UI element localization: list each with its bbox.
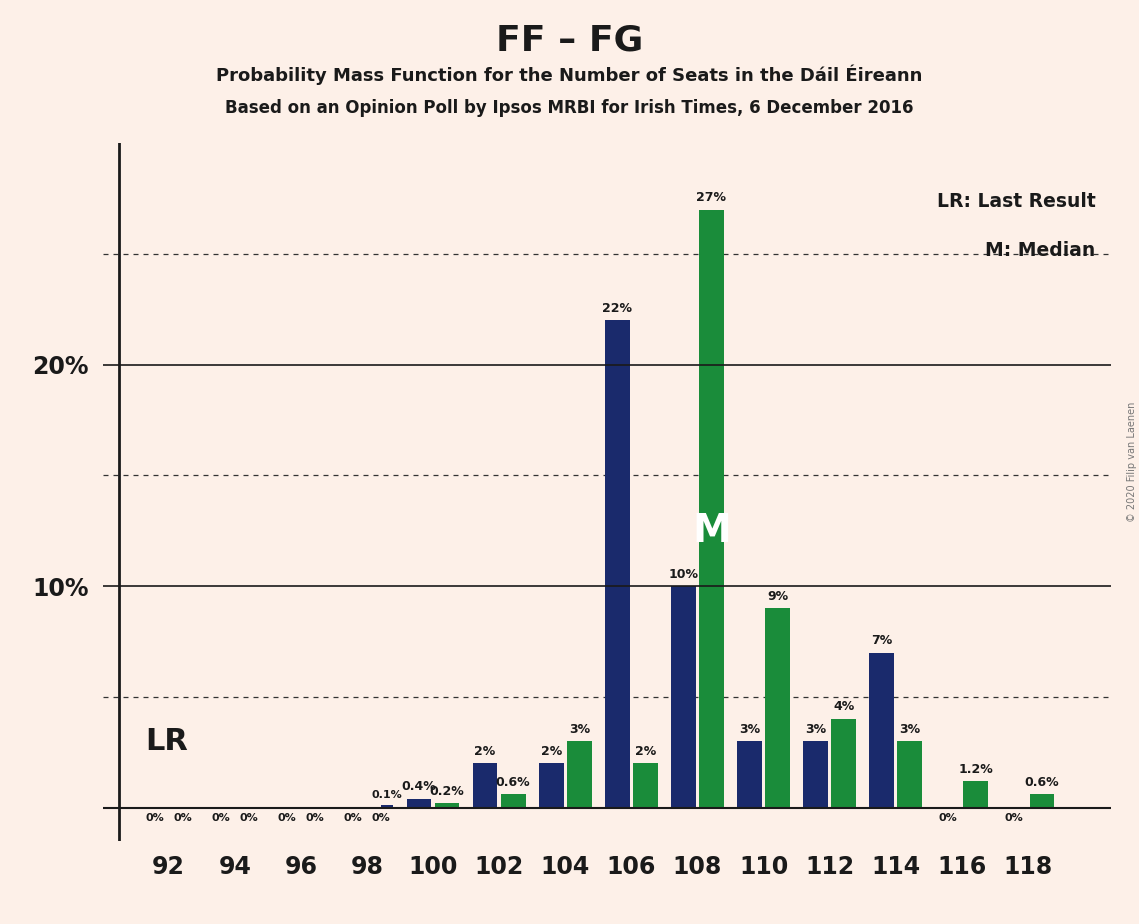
Text: 0%: 0% [371,813,391,823]
Text: 2%: 2% [475,745,495,758]
Text: 3%: 3% [568,723,590,736]
Text: 3%: 3% [739,723,760,736]
Bar [473,763,498,808]
Text: 9%: 9% [767,590,788,602]
Bar [831,719,857,808]
Text: Probability Mass Function for the Number of Seats in the Dáil Éireann: Probability Mass Function for the Number… [216,65,923,85]
Text: 27%: 27% [696,191,727,204]
Text: 0%: 0% [173,813,192,823]
Text: 0%: 0% [239,813,259,823]
Text: 0.1%: 0.1% [371,790,402,800]
Text: 2%: 2% [541,745,562,758]
Bar [898,741,923,808]
Text: M: Median: M: Median [985,241,1096,260]
Bar [671,586,696,808]
Text: 0%: 0% [305,813,325,823]
Bar [435,803,459,808]
Bar [633,763,657,808]
Bar [964,781,989,808]
Bar [605,321,630,808]
Text: 0.6%: 0.6% [1025,776,1059,789]
Text: 3%: 3% [805,723,826,736]
Text: 22%: 22% [603,302,632,315]
Text: FF – FG: FF – FG [495,23,644,57]
Text: Based on an Opinion Poll by Ipsos MRBI for Irish Times, 6 December 2016: Based on an Opinion Poll by Ipsos MRBI f… [226,99,913,116]
Bar [567,741,591,808]
Bar [765,608,790,808]
Bar [539,763,564,808]
Bar [699,210,724,808]
Text: LR: LR [146,726,188,756]
Text: 1.2%: 1.2% [959,762,993,775]
Text: © 2020 Filip van Laenen: © 2020 Filip van Laenen [1126,402,1137,522]
Bar [869,652,894,808]
Text: 0%: 0% [344,813,362,823]
Text: 0.2%: 0.2% [429,784,465,797]
Text: 0%: 0% [212,813,230,823]
Text: 0.6%: 0.6% [495,776,531,789]
Text: 3%: 3% [899,723,920,736]
Bar [1030,795,1055,808]
Bar [803,741,828,808]
Text: 0%: 0% [145,813,164,823]
Text: 0%: 0% [278,813,296,823]
Text: 0%: 0% [1005,813,1023,823]
Text: 7%: 7% [871,634,892,647]
Bar [501,795,525,808]
Text: 2%: 2% [634,745,656,758]
Text: LR: Last Result: LR: Last Result [936,192,1096,211]
Text: 4%: 4% [833,700,854,713]
Text: 0%: 0% [939,813,957,823]
Text: 0.4%: 0.4% [402,780,436,793]
Text: M: M [693,512,731,550]
Bar [407,798,432,808]
Text: 10%: 10% [669,567,698,580]
Bar [737,741,762,808]
Bar [380,806,393,808]
